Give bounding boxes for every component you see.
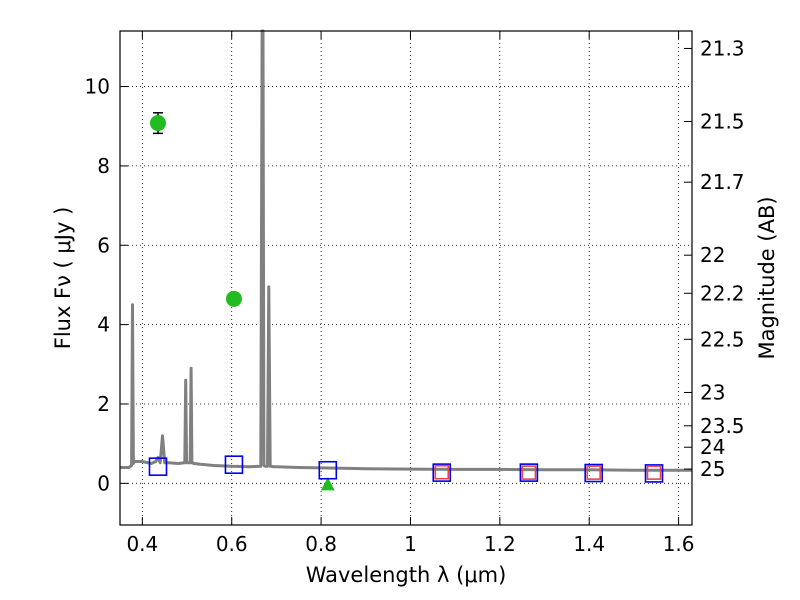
observed-flux-point — [149, 115, 166, 132]
x-tick-label: 0.6 — [216, 532, 248, 556]
ir-band-square — [434, 464, 450, 480]
y-tick-label: 6 — [97, 233, 110, 257]
model-band-square — [584, 463, 603, 483]
ir-band-square — [646, 465, 662, 480]
x-tick-label: 0.4 — [126, 532, 158, 556]
y-tick-label: 10 — [85, 75, 110, 99]
y2-tick-label: 22.2 — [700, 281, 745, 305]
model-band-square — [519, 463, 539, 482]
observed-flux-point — [225, 290, 242, 307]
y-tick-label: 0 — [97, 471, 110, 495]
model-band-square — [318, 460, 338, 480]
y2-tick-label: 22.5 — [700, 327, 745, 351]
plot-frame — [119, 30, 693, 526]
y-tick-label: 8 — [97, 154, 110, 178]
model-band-square — [148, 457, 168, 476]
ir-band-square — [521, 465, 537, 480]
x-tick-label: 1.2 — [484, 532, 516, 556]
sed-model-line — [120, 29, 692, 472]
y2-axis-title: Magnitude (AB) — [755, 196, 779, 359]
y-tick-label: 4 — [97, 313, 110, 337]
y-axis-title: Flux Fν ( μJy ) — [51, 207, 75, 350]
model-band-square — [224, 455, 244, 474]
plot-data — [120, 29, 692, 491]
model-band-square — [432, 463, 452, 482]
y2-tick-label: 21.7 — [700, 170, 745, 194]
upper-limit-marker — [320, 477, 335, 491]
y2-tick-label: 24 — [700, 435, 725, 459]
x-axis-title: Wavelength λ (μm) — [306, 563, 507, 587]
model-band-square — [644, 464, 664, 483]
ir-band-square — [586, 465, 601, 480]
y2-tick-label: 22 — [700, 243, 725, 267]
x-tick-label: 1.6 — [663, 532, 695, 556]
axis-ticks: 0.4 0.6 0.8 1 1.2 1.4 1.6024681021.321.521.722… — [85, 31, 745, 556]
grid-lines — [120, 31, 692, 525]
y-tick-label: 2 — [97, 392, 110, 416]
x-tick-label: 1.4 — [573, 532, 605, 556]
y2-tick-label: 23.5 — [700, 414, 745, 438]
y2-tick-label: 21.3 — [700, 36, 745, 60]
x-tick-label: 1 — [404, 532, 417, 556]
y2-tick-label: 23 — [700, 380, 725, 404]
x-tick-label: 0.8 — [305, 532, 337, 556]
y2-tick-label: 25 — [700, 457, 725, 481]
y2-tick-label: 21.5 — [700, 109, 745, 133]
